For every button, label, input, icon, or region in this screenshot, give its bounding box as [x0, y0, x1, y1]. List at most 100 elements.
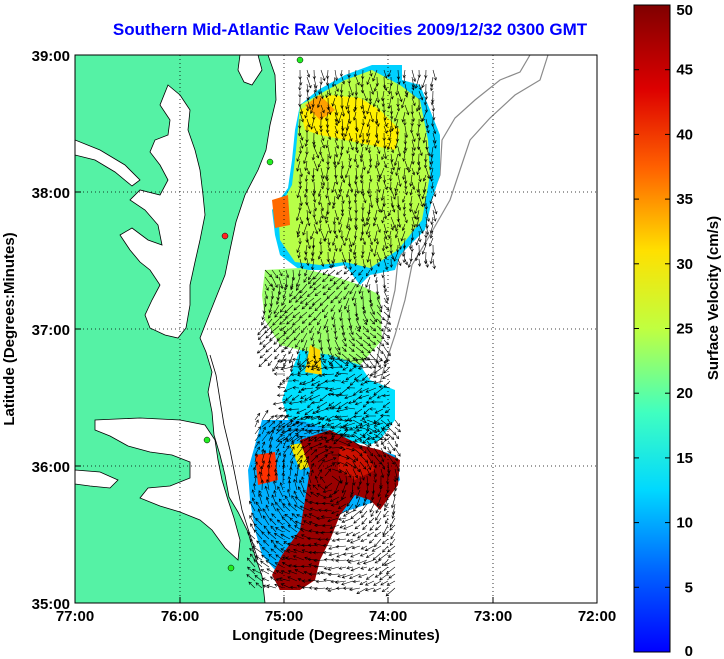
velocity-arrow — [301, 318, 308, 324]
velocity-arrow — [338, 517, 347, 521]
velocity-arrow — [330, 392, 342, 396]
velocity-arrow — [362, 195, 367, 204]
velocity-arrow — [380, 188, 385, 202]
velocity-arrow — [382, 393, 391, 398]
velocity-arrow — [348, 160, 352, 169]
velocity-arrow — [421, 244, 427, 255]
velocity-arrow — [290, 283, 294, 291]
velocity-arrow — [313, 223, 319, 235]
velocity-arrow — [366, 461, 372, 471]
velocity-arrow — [381, 216, 385, 224]
colorbar-tick-label: 25 — [676, 321, 693, 338]
velocity-arrow — [318, 195, 322, 206]
velocity-arrow — [373, 538, 382, 548]
velocity-arrow — [312, 188, 316, 197]
velocity-arrow — [367, 167, 371, 175]
velocity-arrow — [345, 216, 350, 229]
velocity-arrow — [278, 498, 284, 505]
velocity-arrow — [294, 496, 305, 505]
velocity-arrow — [279, 311, 287, 319]
velocity-arrow — [307, 276, 315, 285]
velocity-arrow — [319, 125, 323, 133]
velocity-arrow — [409, 202, 413, 213]
velocity-arrow — [376, 251, 382, 262]
velocity-arrow — [338, 418, 348, 423]
velocity-arrow — [348, 400, 356, 405]
velocity-arrow — [358, 475, 362, 485]
velocity-arrow — [287, 542, 298, 547]
velocity-arrow — [353, 251, 357, 260]
velocity-arrow — [366, 531, 375, 537]
velocity-arrow — [344, 545, 354, 551]
velocity-arrow — [348, 153, 352, 162]
velocity-arrow — [383, 181, 388, 191]
velocity-arrow — [315, 530, 326, 535]
velocity-arrow — [289, 446, 295, 456]
velocity-arrow — [320, 258, 325, 267]
velocity-arrow — [381, 587, 389, 593]
velocity-arrow — [397, 174, 402, 188]
velocity-arrow — [363, 357, 377, 361]
velocity-arrow — [255, 517, 263, 526]
velocity-arrow — [295, 209, 301, 222]
velocity-arrow — [397, 90, 403, 103]
velocity-arrow — [377, 552, 389, 561]
velocity-arrow — [292, 318, 301, 326]
velocity-arrow — [298, 83, 302, 91]
velocity-arrow — [313, 587, 326, 591]
velocity-arrow — [430, 97, 435, 106]
velocity-arrow — [379, 573, 389, 581]
velocity-arrow — [375, 76, 379, 87]
velocity-arrow — [368, 429, 377, 434]
velocity-arrow — [362, 496, 368, 507]
velocity-arrow — [362, 111, 367, 120]
velocity-arrow — [324, 482, 333, 489]
velocity-arrow — [389, 524, 396, 531]
velocity-arrow — [308, 572, 319, 576]
velocity-arrow — [263, 525, 270, 533]
velocity-arrow — [349, 283, 357, 295]
velocity-arrow — [353, 153, 357, 163]
velocity-arrow — [273, 532, 284, 540]
velocity-arrow — [417, 69, 421, 79]
velocity-arrow — [408, 237, 413, 250]
velocity-arrow — [345, 418, 353, 423]
velocity-arrow — [394, 118, 399, 130]
velocity-arrow — [292, 311, 301, 318]
velocity-arrow — [278, 577, 291, 582]
velocity-arrow — [291, 513, 298, 519]
velocity-arrow — [383, 297, 388, 304]
velocity-arrow — [345, 359, 356, 364]
velocity-arrow — [402, 69, 406, 79]
velocity-arrow — [347, 195, 352, 205]
velocity-arrow — [247, 531, 256, 540]
velocity-arrow — [431, 244, 435, 256]
velocity-arrow — [349, 380, 356, 386]
velocity-arrow — [275, 578, 284, 582]
velocity-arrow — [369, 524, 375, 531]
velocity-arrow — [361, 373, 370, 381]
velocity-arrow — [324, 311, 329, 319]
velocity-arrow — [392, 489, 397, 498]
velocity-arrow — [359, 454, 369, 463]
velocity-arrow — [409, 125, 414, 134]
velocity-arrow — [261, 577, 270, 582]
velocity-arrow — [347, 174, 352, 188]
velocity-arrow — [274, 414, 286, 418]
velocity-arrow — [287, 488, 291, 498]
velocity-arrow — [325, 76, 330, 87]
velocity-arrow — [354, 436, 363, 442]
velocity-arrow — [311, 174, 315, 183]
velocity-arrow — [432, 125, 437, 135]
velocity-arrow — [404, 216, 408, 224]
velocity-arrow — [387, 433, 395, 440]
velocity-arrow — [273, 489, 277, 498]
velocity-arrow — [317, 160, 322, 168]
velocity-arrow — [261, 448, 265, 456]
velocity-arrow — [331, 510, 340, 515]
velocity-arrow — [340, 230, 344, 240]
velocity-arrow — [331, 468, 343, 473]
velocity-arrow — [306, 97, 312, 110]
velocity-arrow — [423, 97, 428, 106]
velocity-arrow — [310, 421, 322, 428]
